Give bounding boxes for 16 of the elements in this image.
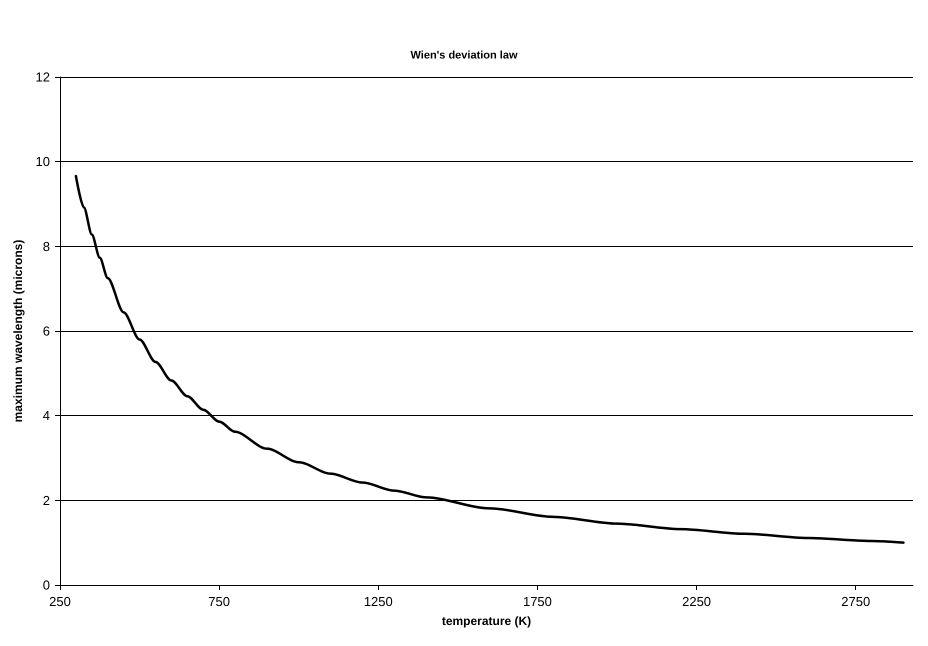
y-tick-label: 2 xyxy=(42,492,50,508)
y-axis-title: maximum wavelength (microns) xyxy=(11,240,25,422)
y-tick-label: 0 xyxy=(42,578,50,592)
y-tick-label: 8 xyxy=(42,238,50,254)
x-axis-title: temperature (K) xyxy=(442,614,532,628)
x-tick-label: 2250 xyxy=(682,594,712,609)
y-tick-label: 6 xyxy=(42,324,50,338)
chart-title: Wien's deviation law xyxy=(410,50,518,62)
y-tick-label: 10 xyxy=(36,154,50,170)
x-tick-label: 1750 xyxy=(522,594,552,609)
y-tick-label: 12 xyxy=(36,70,50,84)
x-tick-label: 250 xyxy=(49,594,71,609)
x-tick-label: 1250 xyxy=(364,594,393,609)
x-tick-label: 750 xyxy=(208,594,230,609)
y-tick-label: 4 xyxy=(42,408,50,424)
x-tick-label: 2750 xyxy=(841,594,870,609)
